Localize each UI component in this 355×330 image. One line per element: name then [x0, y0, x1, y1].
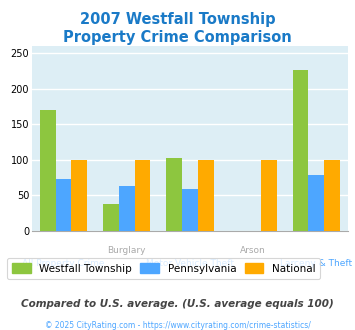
Bar — [135, 160, 151, 231]
Bar — [166, 158, 182, 231]
Text: © 2025 CityRating.com - https://www.cityrating.com/crime-statistics/: © 2025 CityRating.com - https://www.city… — [45, 321, 310, 330]
Bar — [182, 189, 198, 231]
Bar — [324, 160, 340, 231]
Bar — [119, 186, 135, 231]
Bar — [293, 70, 308, 231]
Bar — [308, 175, 324, 231]
Text: Arson: Arson — [240, 246, 266, 255]
Bar — [56, 179, 71, 231]
Text: Larceny & Theft: Larceny & Theft — [280, 259, 353, 268]
Bar — [198, 160, 214, 231]
Bar — [40, 110, 56, 231]
Text: 2007 Westfall Township
Property Crime Comparison: 2007 Westfall Township Property Crime Co… — [63, 12, 292, 45]
Text: Burglary: Burglary — [108, 246, 146, 255]
Text: All Property Crime: All Property Crime — [22, 259, 105, 268]
Bar — [261, 160, 277, 231]
Bar — [71, 160, 87, 231]
Bar — [103, 204, 119, 231]
Text: Motor Vehicle Theft: Motor Vehicle Theft — [146, 259, 234, 268]
Text: Compared to U.S. average. (U.S. average equals 100): Compared to U.S. average. (U.S. average … — [21, 299, 334, 309]
Legend: Westfall Township, Pennsylvania, National: Westfall Township, Pennsylvania, Nationa… — [7, 258, 321, 279]
